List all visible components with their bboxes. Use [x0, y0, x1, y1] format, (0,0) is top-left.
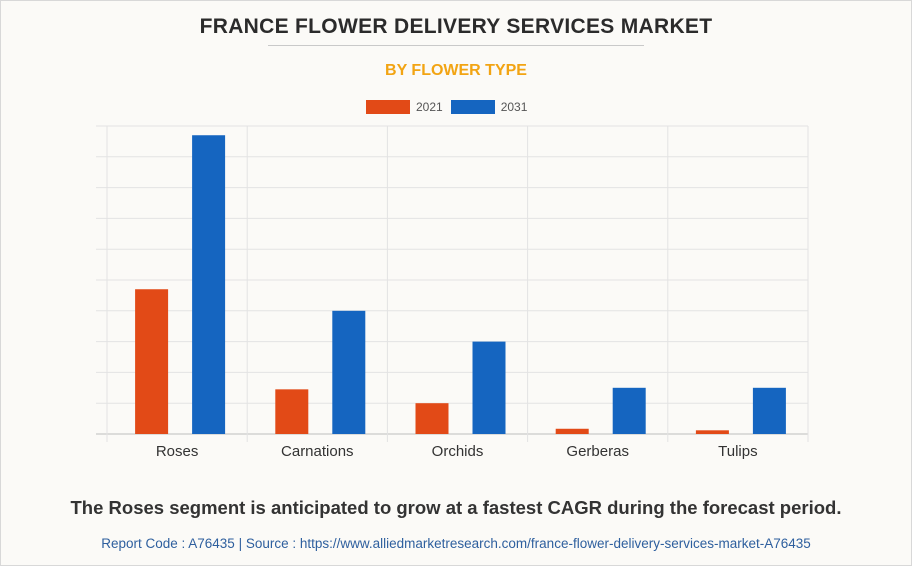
title-divider — [268, 45, 644, 46]
legend-label-2021: 2021 — [416, 100, 443, 114]
bar-gerberas-2031 — [612, 387, 646, 434]
legend-swatch-2031 — [450, 100, 495, 114]
bar-tulips-2031 — [752, 387, 786, 434]
bar-gerberas-2021 — [555, 428, 589, 434]
x-tick-label-tulips: Tulips — [718, 443, 757, 460]
legend-swatch-2021 — [366, 100, 410, 114]
bar-carnations-2031 — [332, 310, 366, 434]
bar-carnations-2021 — [275, 389, 309, 434]
chart-subtitle: BY FLOWER TYPE — [385, 62, 527, 79]
bar-orchids-2031 — [472, 341, 506, 434]
x-tick-label-orchids: Orchids — [432, 443, 484, 460]
chart-title: FRANCE FLOWER DELIVERY SERVICES MARKET — [199, 15, 713, 38]
x-tick-label-carnations: Carnations — [281, 443, 354, 460]
bar-roses-2031 — [192, 135, 226, 435]
chart-legend: 2021 2031 — [366, 100, 527, 114]
legend-label-2031: 2031 — [500, 100, 528, 114]
legend-item-2021[interactable]: 2021 — [366, 100, 443, 114]
x-tick-label-gerberas: Gerberas — [566, 443, 629, 460]
bar-roses-2021 — [135, 289, 169, 434]
bar-orchids-2021 — [415, 403, 449, 434]
bar-tulips-2021 — [695, 430, 729, 434]
footer-source[interactable]: Report Code : A76435 | Source : https://… — [101, 536, 811, 551]
footer-headline: The Roses segment is anticipated to grow… — [70, 497, 842, 518]
legend-item-2031[interactable]: 2031 — [450, 100, 528, 114]
x-tick-label-roses: Roses — [156, 443, 199, 460]
